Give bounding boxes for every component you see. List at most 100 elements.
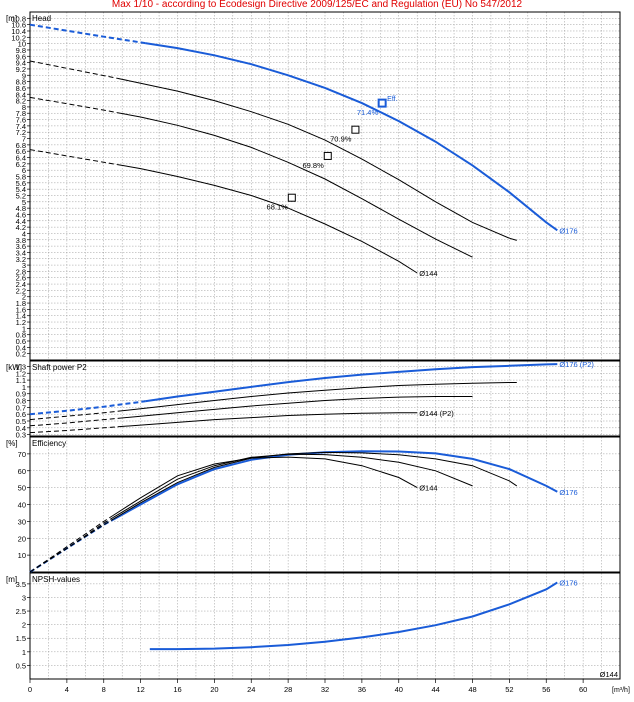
- y-tick-label: 6.8: [16, 141, 26, 150]
- y-tick-label: 8: [22, 103, 26, 112]
- series-curve-1-line: [117, 77, 517, 241]
- y-tick-label: 1: [22, 383, 26, 392]
- series-label: Ø144 (P2): [419, 409, 454, 418]
- series-label: Ø144: [419, 269, 437, 278]
- series-curve-2-line: [117, 396, 473, 419]
- y-tick-label: 10.4: [11, 27, 26, 36]
- y-tick-label: 10: [18, 40, 26, 49]
- y-tick-label: 2.5: [16, 607, 26, 616]
- y-tick-label: 10: [18, 551, 26, 560]
- y-tick-label: 60: [18, 467, 26, 476]
- corner-label: Ø144: [600, 670, 618, 679]
- y-tick-label: 0.3: [16, 431, 26, 440]
- y-unit-label: [m]: [6, 14, 17, 23]
- y-unit-label: [kW]: [6, 363, 22, 372]
- eff-mark-label: Eff.: [387, 96, 397, 103]
- y-tick-label: 1.3: [16, 362, 26, 371]
- series-curve-2-dashed: [29, 417, 118, 427]
- series-label: Ø144: [419, 484, 437, 493]
- panel-title: Efficiency: [32, 439, 66, 448]
- y-tick-label: 2.4: [16, 280, 26, 289]
- panel-frame: [29, 436, 621, 573]
- efficiency-label: 71.4%: [357, 108, 379, 117]
- y-tick-label: 10.2: [11, 33, 26, 42]
- y-tick-label: 8.6: [16, 84, 26, 93]
- y-tick-label: 9.2: [16, 65, 26, 74]
- series-label: Ø176: [559, 579, 577, 588]
- series-curve-1-dashed: [29, 60, 118, 79]
- y-tick-label: 5.4: [16, 185, 26, 194]
- y-tick-label: 2: [22, 621, 26, 630]
- y-tick-label: 5.6: [16, 179, 26, 188]
- y-tick-label: 0.7: [16, 403, 26, 412]
- y-tick-label: 0.5: [16, 417, 26, 426]
- y-tick-label: 3.4: [16, 248, 26, 257]
- y-tick-label: 0.6: [16, 410, 26, 419]
- series-curve-1-dashed: [29, 410, 118, 421]
- y-tick-label: 9.4: [16, 59, 26, 68]
- y-tick-label: 6.4: [16, 154, 26, 163]
- series-curve-1-dashed: [29, 518, 114, 573]
- y-tick-label: 0.6: [16, 337, 26, 346]
- series-label: Ø176: [559, 488, 577, 497]
- y-tick-label: 5.2: [16, 191, 26, 200]
- y-tick-label: 9.8: [16, 46, 26, 55]
- y-tick-label: 7: [22, 135, 26, 144]
- y-tick-label: 7.2: [16, 128, 26, 137]
- y-tick-label: 50: [18, 484, 26, 493]
- y-tick-label: 3.2: [16, 255, 26, 264]
- series-curve-2-dashed: [29, 96, 118, 114]
- y-tick-label: 6.6: [16, 147, 26, 156]
- x-tick-label: 0: [28, 685, 32, 694]
- y-tick-label: 0.9: [16, 390, 26, 399]
- x-tick-label: 36: [358, 685, 366, 694]
- series-144P2-dashed: [29, 426, 118, 434]
- y-tick-label: 1.4: [16, 312, 26, 321]
- y-tick-label: 2: [22, 293, 26, 302]
- x-tick-label: 52: [505, 685, 513, 694]
- series-144P2-line: [117, 412, 418, 428]
- series-176P2-line: [145, 363, 558, 403]
- panel-efficiency: 10 20 30 40 50 60 70[%] Efficiency Ø176 Ø144: [6, 436, 621, 573]
- y-tick-label: 1: [22, 324, 26, 333]
- y-tick-label: 0.4: [16, 424, 26, 433]
- series-144-dashed: [29, 149, 118, 166]
- panel-head: 0.20.40.60.811.21.41.61.822.22.42.62.833…: [6, 11, 621, 361]
- y-tick-label: 5: [22, 198, 26, 207]
- x-tick-label: 8: [102, 685, 106, 694]
- series-curve-1-line: [117, 382, 517, 412]
- y-tick-label: 1.6: [16, 305, 26, 314]
- series-curve-1-line: [112, 451, 518, 520]
- y-tick-label: 1.5: [16, 634, 26, 643]
- series-176-line: [145, 42, 558, 232]
- y-tick-label: 3: [22, 593, 26, 602]
- y-tick-label: 3.6: [16, 242, 26, 251]
- series-label: Ø176: [559, 226, 577, 235]
- y-tick-label: 3.5: [16, 580, 26, 589]
- x-tick-label: 44: [431, 685, 439, 694]
- y-tick-label: 9.6: [16, 52, 26, 61]
- y-tick-label: 1.1: [16, 376, 26, 385]
- y-tick-label: 5.8: [16, 173, 26, 182]
- x-tick-label: 48: [468, 685, 476, 694]
- efficiency-marker: [287, 193, 296, 202]
- panel-shaft-power-p2: 0.30.40.50.60.70.80.911.11.21.3[kW] Shaft…: [6, 360, 621, 440]
- x-tick-label: 40: [395, 685, 403, 694]
- y-tick-label: 9: [22, 71, 26, 80]
- x-axis-unit: [m³/h]: [612, 687, 630, 694]
- y-tick-label: 40: [18, 501, 26, 510]
- series-144-line: [112, 456, 418, 516]
- y-tick-label: 2.8: [16, 267, 26, 276]
- y-tick-label: 1.2: [16, 369, 26, 378]
- y-unit-label: [m]: [6, 575, 17, 584]
- series-176-line: [112, 450, 558, 521]
- y-unit-label: [%]: [6, 439, 18, 448]
- y-tick-label: 7.6: [16, 116, 26, 125]
- y-tick-label: 4: [22, 229, 26, 238]
- x-tick-label: 60: [579, 685, 587, 694]
- y-tick-label: 0.8: [16, 397, 26, 406]
- y-tick-label: 3: [22, 261, 26, 270]
- series-144-dashed: [29, 515, 114, 573]
- y-tick-label: 4.6: [16, 210, 26, 219]
